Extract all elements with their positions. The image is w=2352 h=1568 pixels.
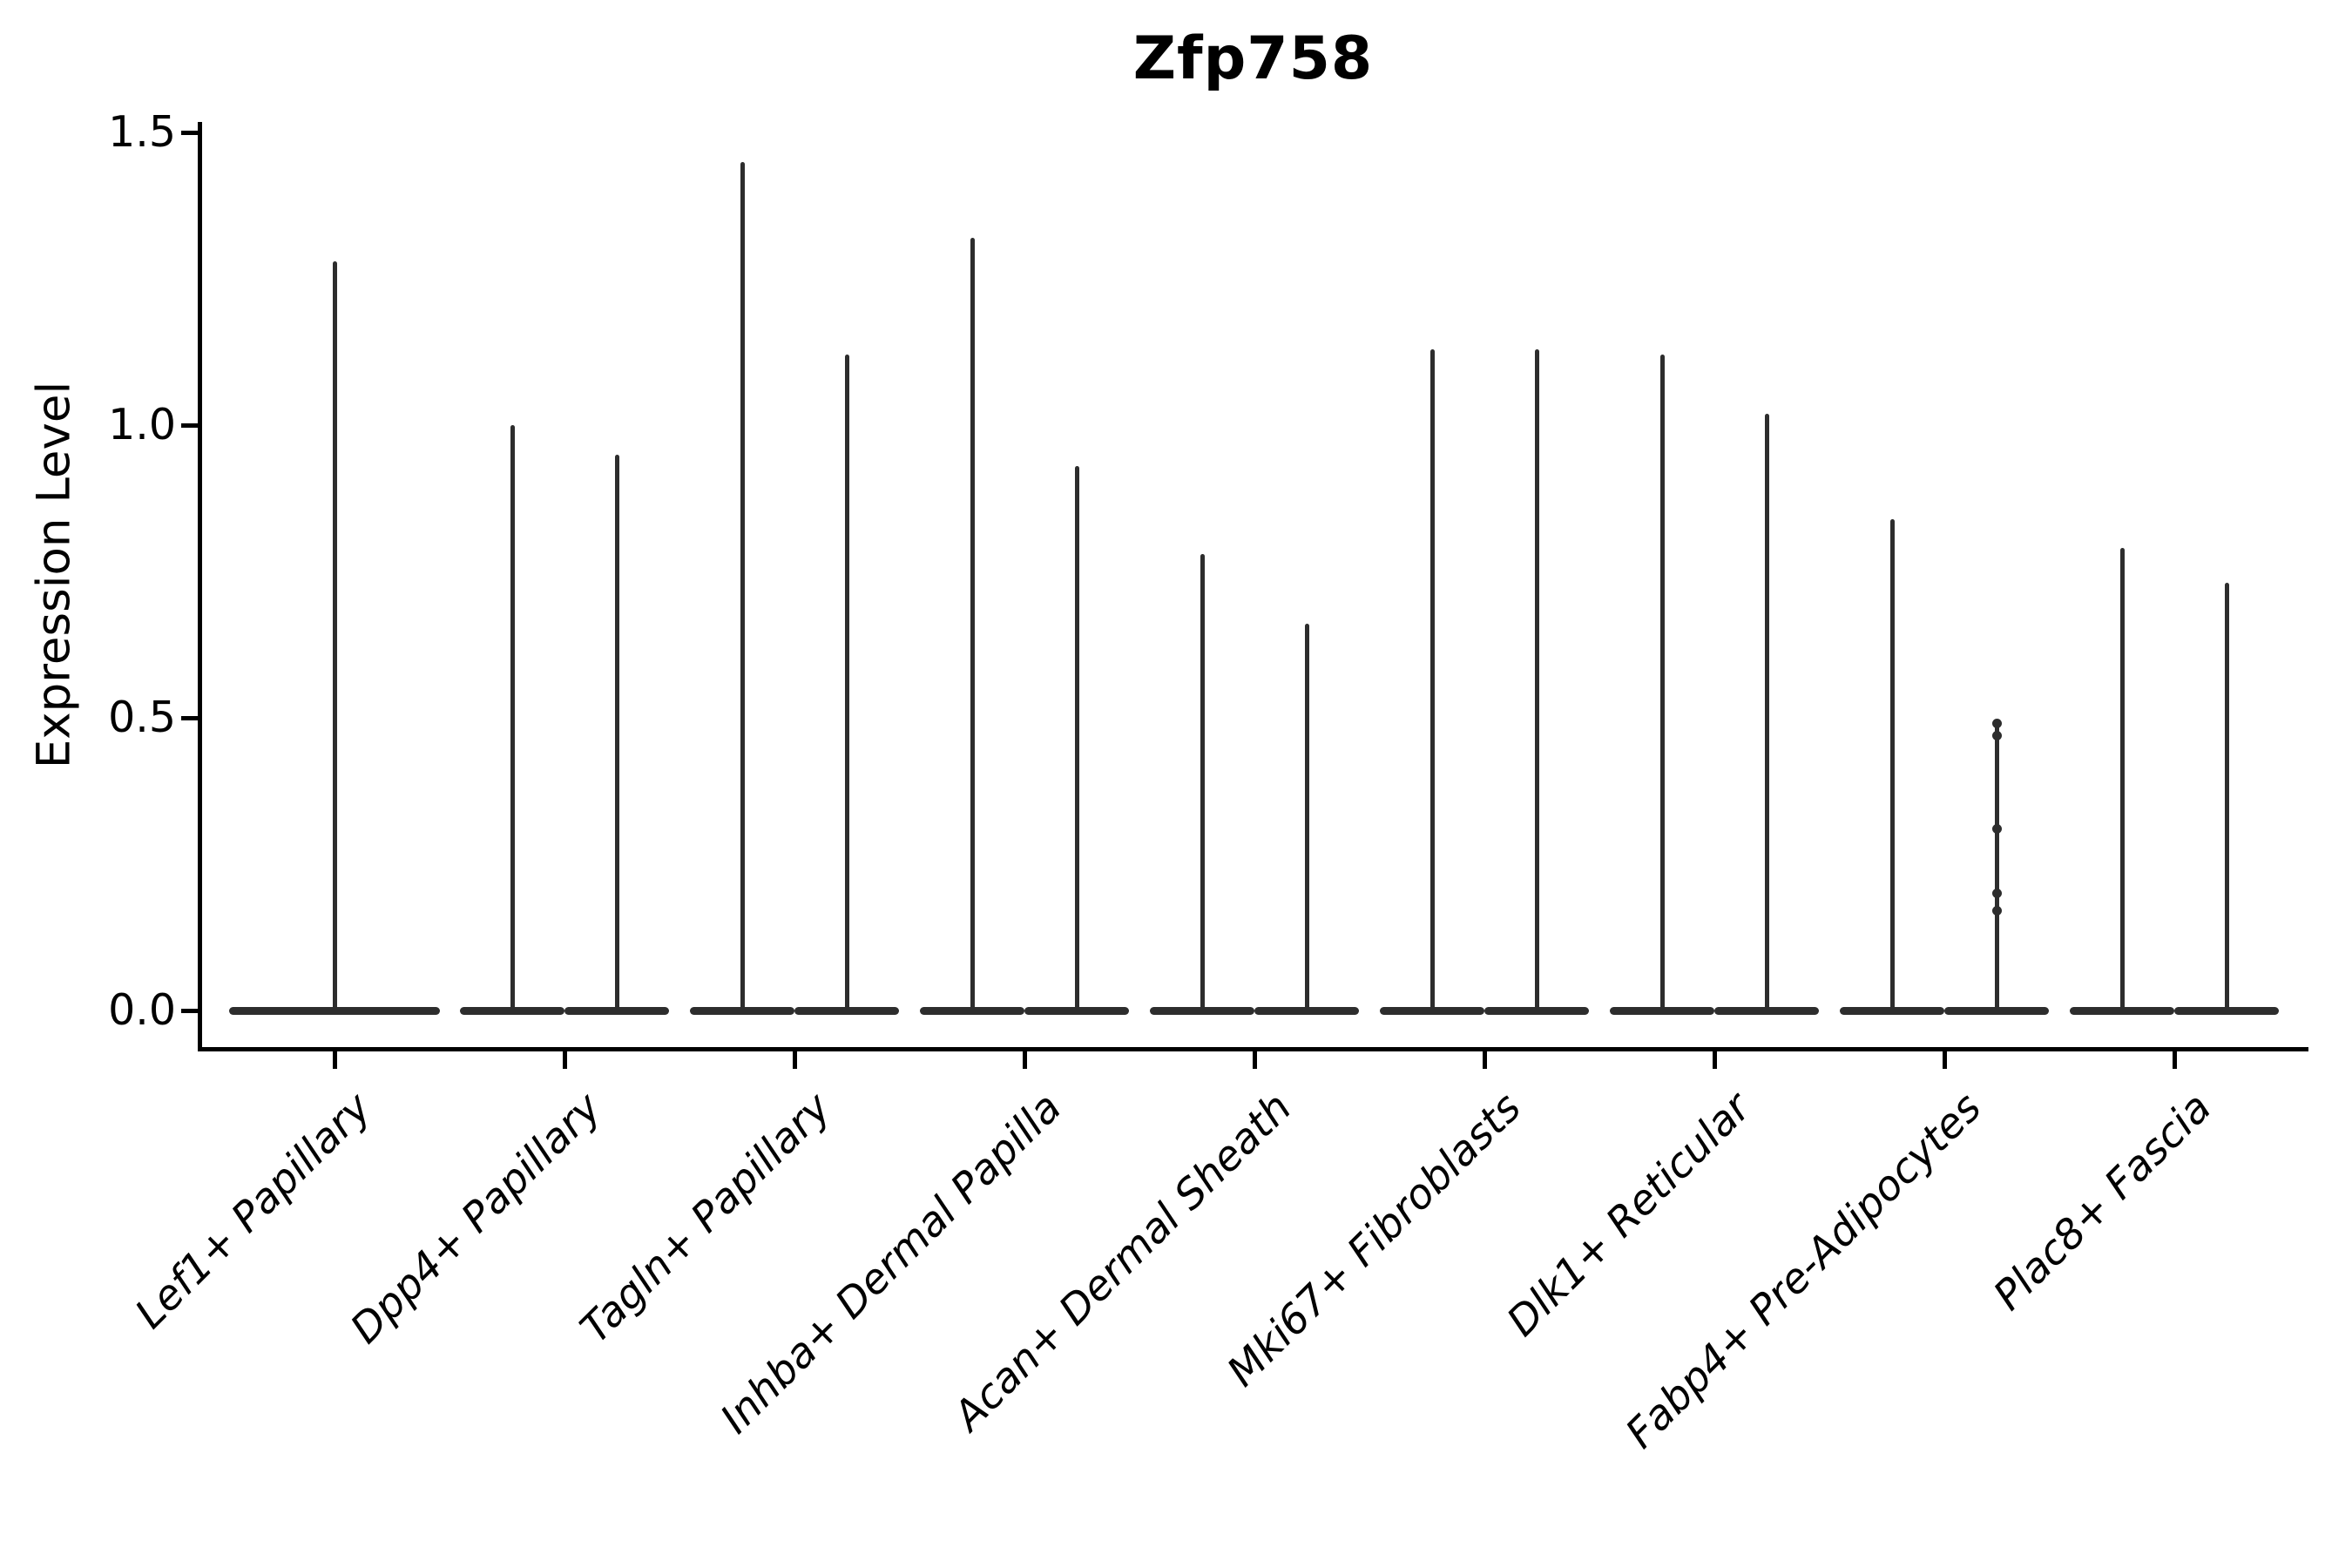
violin-spike <box>1764 413 1769 1013</box>
data-point <box>1991 730 2002 740</box>
data-point <box>1991 906 2002 916</box>
x-tick <box>1023 1051 1027 1069</box>
violin-spike <box>2119 548 2125 1013</box>
data-point <box>1991 889 2002 899</box>
violin-spike <box>614 454 619 1013</box>
violin-spike <box>844 355 849 1013</box>
plot-title: Zfp758 <box>1132 24 1374 93</box>
x-tick-label: Lef1+ Papillary <box>125 1084 381 1339</box>
x-tick <box>1253 1051 1257 1069</box>
y-tick-label: 1.5 <box>108 107 176 157</box>
y-tick-label: 0.5 <box>108 693 176 742</box>
y-tick-label: 0.0 <box>108 985 176 1035</box>
y-tick <box>181 1009 198 1013</box>
violin-spike <box>1304 624 1309 1013</box>
x-tick <box>2173 1051 2177 1069</box>
x-tick <box>563 1051 567 1069</box>
violin-spike <box>510 425 515 1013</box>
violin-spike <box>1074 466 1079 1013</box>
data-point <box>1991 719 2002 729</box>
violin-spike <box>970 237 975 1013</box>
y-tick-label: 1.0 <box>108 400 176 449</box>
x-tick <box>1483 1051 1487 1069</box>
violin-spike <box>2224 583 2229 1013</box>
violin-spike <box>1429 348 1435 1013</box>
violin-spike <box>332 260 337 1013</box>
violin-spike <box>1534 348 1539 1013</box>
violin-spike <box>1200 553 1205 1013</box>
x-tick-label: Plac8+ Fascia <box>1984 1084 2220 1321</box>
x-tick-label: Tagln+ Papillary <box>571 1084 841 1353</box>
violin-spike <box>1889 518 1895 1013</box>
violin-spike <box>740 161 745 1013</box>
x-tick <box>1943 1051 1947 1069</box>
bottom-spine <box>198 1047 2308 1051</box>
y-tick <box>181 716 198 720</box>
left-spine <box>198 122 202 1051</box>
x-tick <box>333 1051 337 1069</box>
x-tick <box>1713 1051 1717 1069</box>
y-tick <box>181 131 198 135</box>
x-tick-label: Dpp4+ Papillary <box>341 1084 611 1354</box>
y-tick <box>181 423 198 428</box>
x-tick-label: Dlk1+ Reticular <box>1497 1084 1761 1346</box>
data-point <box>1991 824 2002 835</box>
violin-spike <box>1994 723 1999 1013</box>
violin-spike <box>1659 355 1665 1013</box>
x-tick <box>793 1051 797 1069</box>
